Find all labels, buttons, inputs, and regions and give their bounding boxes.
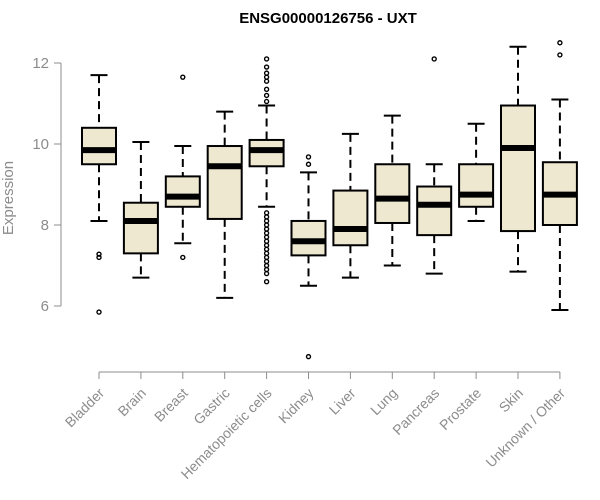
chart-title: ENSG00000126756 - UXT: [239, 10, 417, 27]
iqr-box: [374, 163, 411, 224]
box-kidney: [290, 154, 327, 360]
iqr-box: [248, 138, 285, 168]
outlier-point: [263, 98, 270, 105]
x-tick-label: Skin: [496, 385, 527, 416]
box-prostate: [458, 122, 495, 222]
y-tick-label: 12: [32, 55, 49, 72]
x-tick-label: Unknown / Other: [482, 385, 568, 471]
x-tick-label: Kidney: [275, 385, 317, 427]
iqr-box: [500, 104, 536, 233]
outlier-point: [305, 353, 312, 360]
box-skin: [500, 45, 536, 273]
iqr-box: [416, 185, 453, 237]
x-tick-label: Breast: [151, 385, 191, 425]
x-tick-label: Prostate: [436, 385, 484, 433]
outlier-point: [263, 210, 270, 216]
iqr-box: [332, 189, 369, 247]
x-tick-label: Pancreas: [389, 385, 442, 438]
outlier-point: [180, 254, 186, 261]
box-pancreas: [416, 56, 453, 275]
y-tick-label: 10: [32, 136, 49, 153]
x-tick-label: Bladder: [62, 385, 108, 431]
box-lung: [374, 114, 411, 267]
iqr-box: [290, 219, 327, 257]
iqr-box: [206, 145, 243, 220]
iqr-box: [81, 126, 117, 166]
outlier-point: [557, 40, 563, 46]
boxes-group: [81, 40, 578, 360]
outlier-point: [263, 86, 270, 93]
outlier-point: [431, 56, 437, 62]
outlier-point: [96, 309, 102, 315]
outlier-point: [263, 279, 270, 285]
outlier-point: [263, 56, 270, 62]
iqr-box: [122, 201, 159, 255]
box-unknown-other: [541, 40, 578, 312]
box-liver: [332, 132, 369, 279]
outlier-point: [263, 70, 270, 76]
y-axis-label: Expression: [0, 161, 17, 235]
iqr-box: [458, 163, 495, 208]
y-tick-label: 6: [41, 298, 49, 315]
x-tick-label: Lung: [367, 385, 400, 418]
box-gastric: [206, 110, 243, 299]
outlier-point: [96, 251, 102, 257]
outlier-point: [305, 154, 312, 160]
outlier-point: [96, 254, 102, 261]
outlier-point: [263, 92, 270, 99]
outlier-point: [557, 52, 563, 58]
box-breast: [164, 74, 201, 261]
outlier-point: [180, 74, 186, 80]
x-tick-label: Liver: [326, 385, 359, 418]
iqr-box: [164, 175, 201, 208]
box-hematopoietic-cells: [248, 56, 285, 285]
outlier-point: [305, 161, 312, 167]
box-bladder: [81, 74, 117, 315]
y-tick-label: 8: [41, 217, 49, 234]
x-tick-label: Brain: [115, 385, 149, 419]
outlier-point: [263, 64, 270, 70]
box-brain: [122, 140, 159, 279]
y-axis: 6 8 10 12: [32, 55, 62, 315]
